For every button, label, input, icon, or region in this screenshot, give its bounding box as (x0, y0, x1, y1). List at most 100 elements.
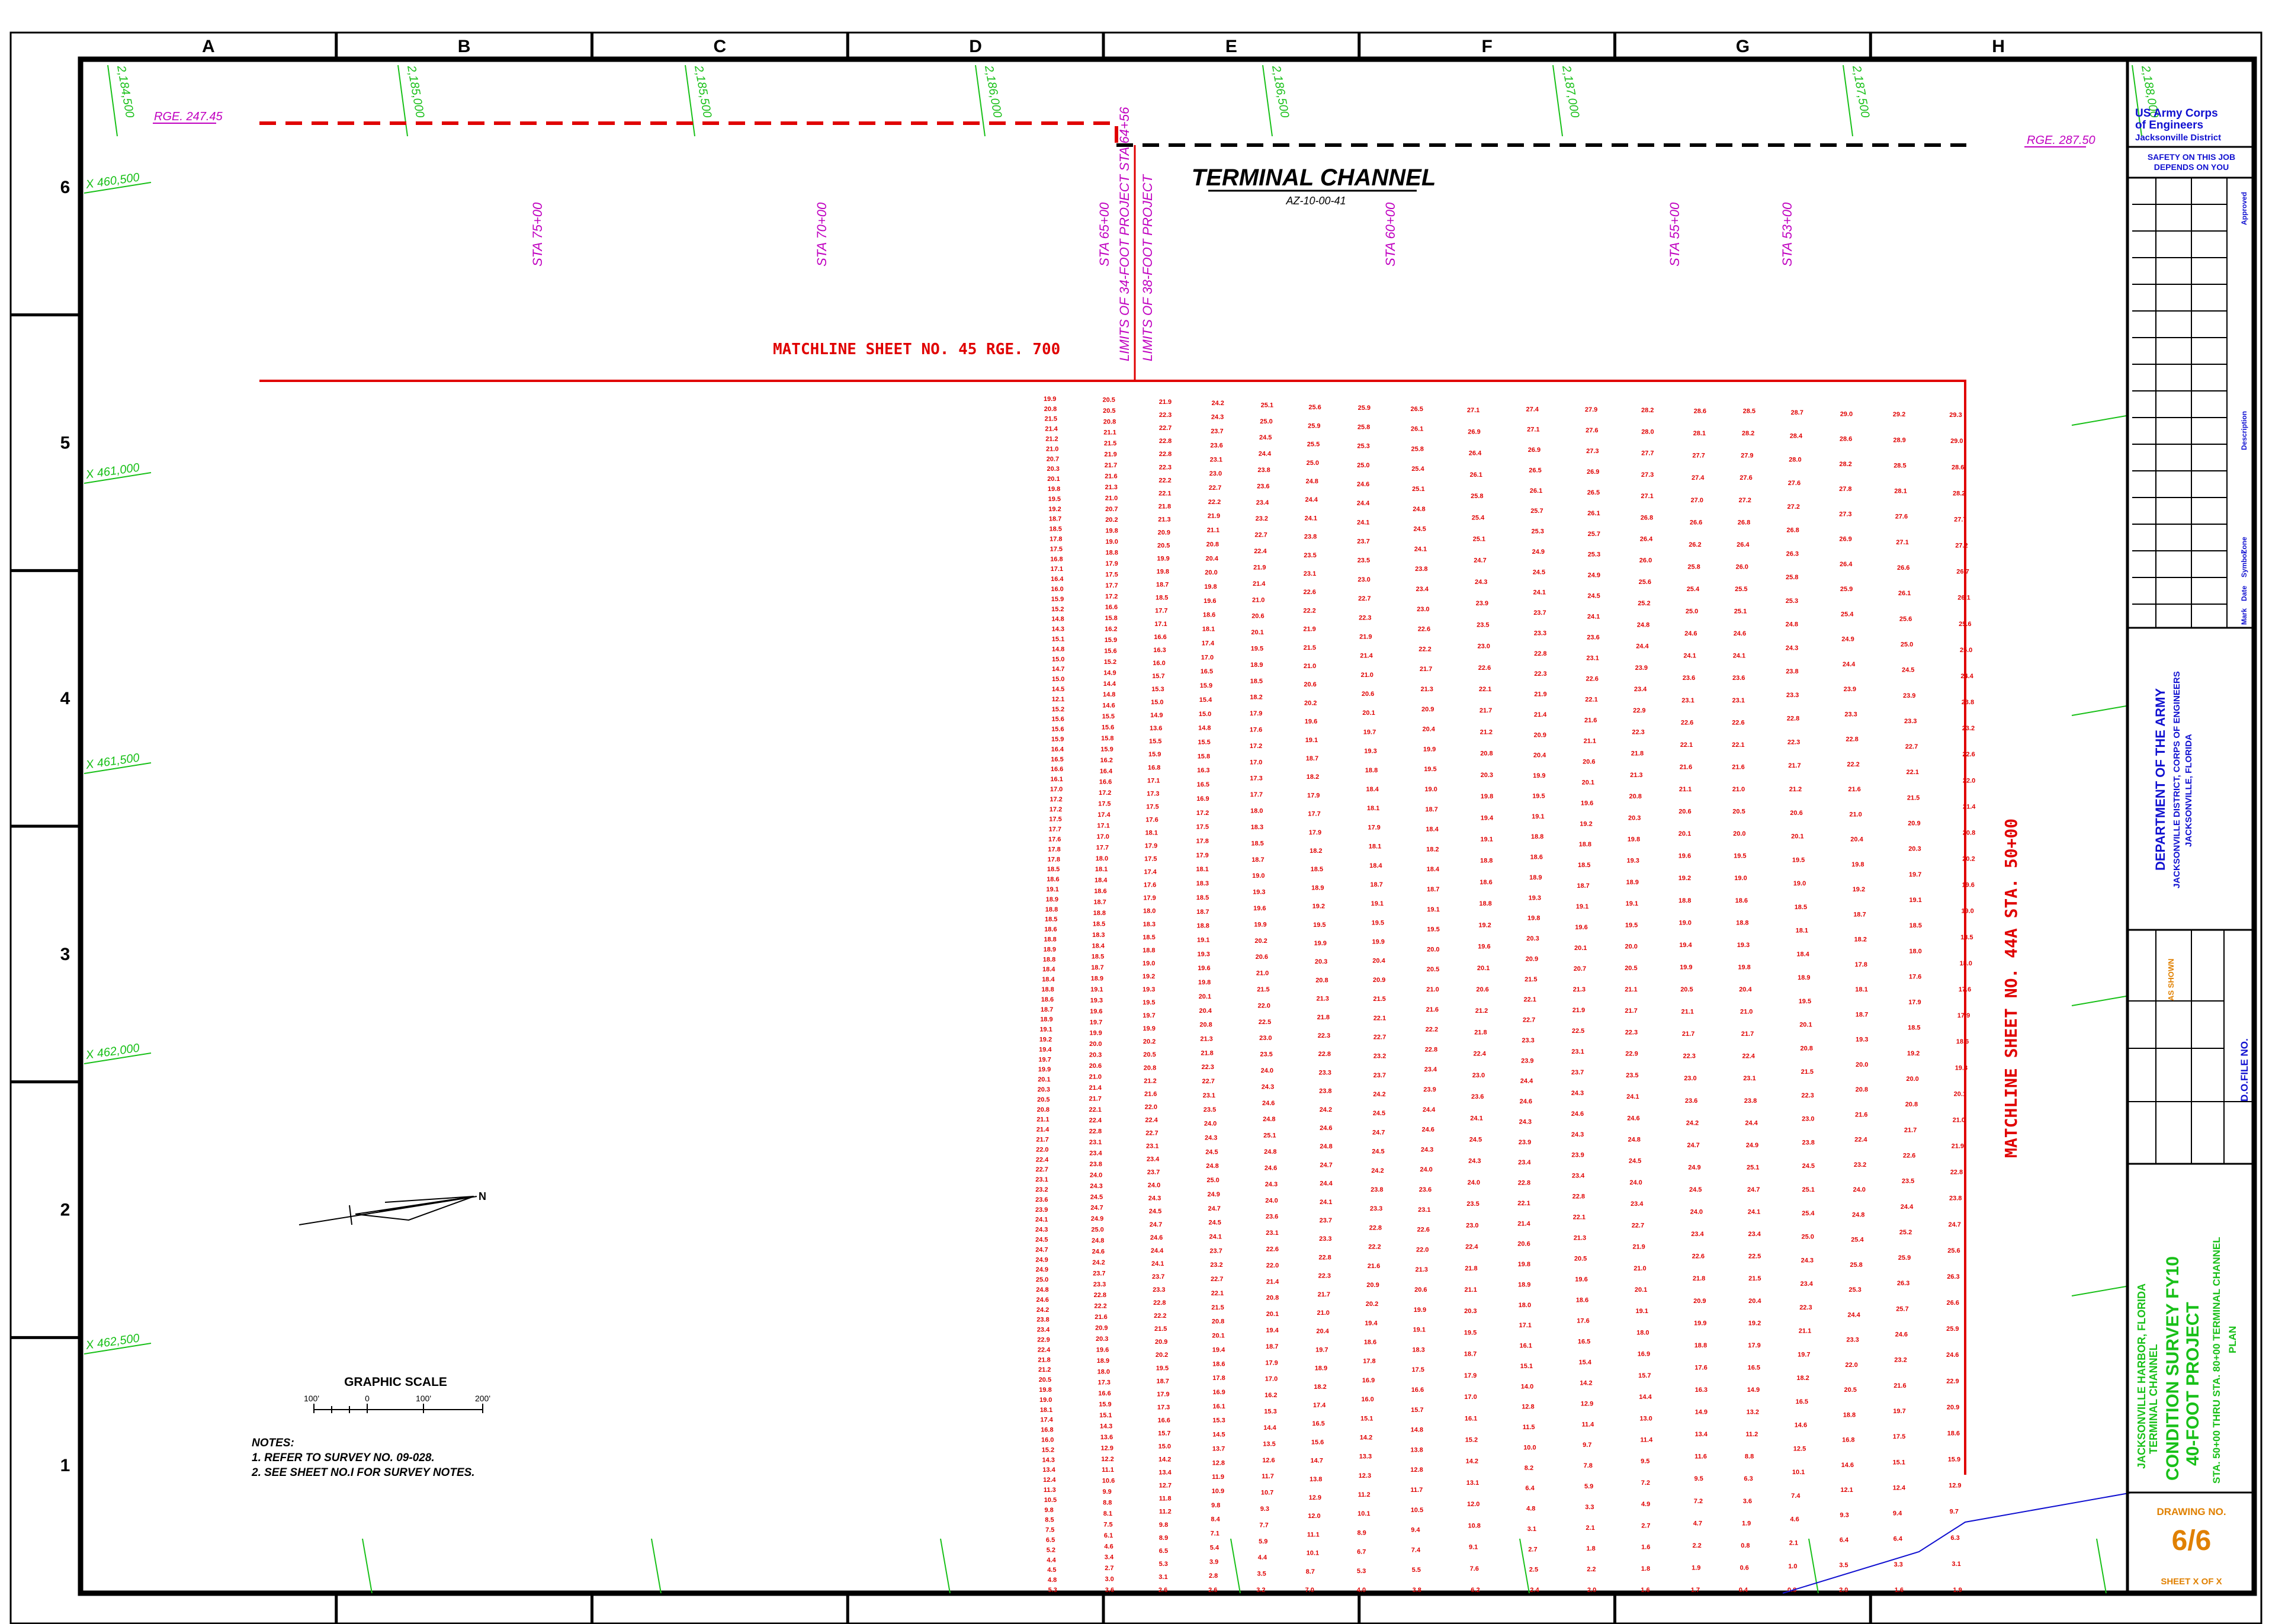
sounding-value: 15.5 (1102, 713, 1115, 720)
sounding-value: 24.0 (1265, 1197, 1278, 1204)
sounding-value: 1.9 (1953, 1587, 1962, 1594)
sounding-value: 20.6 (1256, 954, 1268, 961)
sounding-value: 21.5 (1154, 1325, 1167, 1333)
sounding-value: 18.4 (1042, 966, 1055, 973)
sounding-value: 25.9 (1946, 1325, 1959, 1333)
sounding-value: 18.1 (1369, 843, 1381, 850)
sounding-value: 18.7 (1577, 882, 1589, 890)
sounding-value: 20.3 (1464, 1308, 1477, 1315)
sounding-value: 19.8 (1198, 979, 1211, 986)
sounding-value: 25.7 (1896, 1305, 1908, 1312)
sounding-value: 18.4 (1095, 877, 1108, 884)
sounding-value: 23.1 (1304, 570, 1316, 577)
sounding-value: 17.2 (1250, 743, 1262, 750)
sounding-value: 10.9 (1212, 1488, 1224, 1495)
sounding-value: 19.7 (1798, 1351, 1810, 1358)
sounding-value: 22.3 (1683, 1053, 1696, 1060)
sounding-value: 20.2 (1254, 938, 1267, 945)
sounding-value: 6.1 (1104, 1532, 1113, 1539)
sounding-value: 23.0 (1802, 1116, 1814, 1123)
sounding-value: 15.5 (1198, 739, 1210, 746)
project-line-2: TERMINAL CHANNEL (2148, 1344, 2159, 1454)
grid-column-label: D (969, 37, 982, 56)
sounding-value: 21.1 (1207, 527, 1219, 534)
sounding-value: 21.4 (1036, 1126, 1050, 1134)
station-label: STA 65+00 (1097, 202, 1112, 267)
sounding-value: 20.0 (1625, 943, 1638, 951)
sounding-value: 17.5 (1049, 816, 1061, 823)
sounding-value: 20.2 (1105, 516, 1118, 524)
sounding-value: 8.2 (1525, 1465, 1533, 1472)
green-reference-lines (362, 415, 2127, 1594)
sounding-value: 24.7 (1949, 1221, 1961, 1228)
sounding-value: 26.4 (1640, 536, 1653, 543)
sounding-value: 21.0 (1252, 596, 1265, 604)
station-labels: STA 75+00 STA 70+00 STA 65+00 STA 60+00 STA … (530, 202, 1795, 267)
sounding-value: 18.1 (1367, 805, 1379, 812)
sounding-value: 22.8 (1787, 715, 1799, 723)
sounding-value: 24.4 (1847, 1311, 1860, 1318)
sounding-value: 19.9 (1680, 964, 1692, 971)
sounding-value: 0.6 (1740, 1564, 1749, 1571)
sounding-value: 20.2 (1156, 1352, 1168, 1359)
sounding-value: 28.2 (1953, 490, 1965, 497)
sounding-value: 18.6 (1735, 897, 1748, 904)
sounding-value: 25.1 (1473, 536, 1485, 543)
sounding-value: 13.6 (1100, 1434, 1113, 1441)
sounding-value: 18.2 (1796, 1375, 1809, 1382)
sounding-value: 16.4 (1051, 576, 1064, 583)
sounding-value: 27.2 (1739, 497, 1751, 504)
sounding-value: 24.5 (1469, 1137, 1482, 1144)
sounding-value: 24.6 (1520, 1098, 1532, 1105)
sounding-value: 22.8 (1369, 1224, 1382, 1231)
note-1: 1. REFER TO SURVEY NO. 09-028. (252, 1452, 435, 1464)
sounding-value: 19.5 (1625, 922, 1638, 929)
sounding-value: 10.6 (1102, 1478, 1115, 1485)
sounding-value: 12.8 (1410, 1466, 1423, 1474)
sounding-value: 19.5 (1734, 853, 1746, 860)
sounding-value: 24.0 (1204, 1121, 1217, 1128)
sounding-value: 15.1 (1360, 1415, 1373, 1422)
sounding-value: 24.6 (1571, 1111, 1584, 1118)
sounding-value: 3.5 (1839, 1562, 1848, 1569)
sounding-value: 23.4 (1147, 1156, 1160, 1163)
sounding-value: 20.8 (1480, 750, 1493, 758)
sounding-value: 22.3 (1202, 1064, 1214, 1071)
sounding-value: 21.0 (1361, 672, 1373, 679)
sounding-value: 18.2 (1854, 936, 1867, 943)
sounding-value: 17.1 (1154, 621, 1167, 628)
sounding-value: 10.0 (1523, 1444, 1536, 1451)
sounding-value: 23.2 (1962, 725, 1975, 732)
sounding-value: 17.6 (1959, 986, 1971, 993)
sounding-value: 22.3 (1799, 1304, 1812, 1311)
grid-column-label: H (1992, 37, 2005, 56)
sounding-value: 19.3 (1090, 997, 1103, 1004)
sounding-value: 23.1 (1266, 1230, 1278, 1237)
sounding-value: 4.5 (1047, 1567, 1056, 1574)
sounding-value: 25.0 (1307, 460, 1319, 467)
sounding-value: 19.8 (1738, 964, 1750, 971)
sounding-value: 22.2 (1426, 1026, 1438, 1034)
sounding-value: 25.9 (1840, 586, 1853, 593)
sounding-value: 18.8 (1736, 919, 1748, 926)
sounding-value: 22.1 (1089, 1106, 1102, 1113)
sounding-value: 5.9 (1259, 1538, 1267, 1545)
column-labels: A B C D E F G H (202, 37, 2005, 56)
sounding-value: 19.5 (1427, 926, 1439, 933)
sounding-value: 13.5 (1263, 1440, 1275, 1448)
sounding-value: 11.2 (1745, 1431, 1758, 1438)
range-label-left: RGE. 247.45 (154, 110, 223, 123)
sounding-value: 7.6 (1470, 1565, 1479, 1572)
sounding-value: 22.1 (1585, 697, 1597, 704)
sounding-value: 23.8 (1371, 1186, 1383, 1193)
sounding-value: 21.9 (1952, 1143, 1964, 1150)
sounding-value: 18.7 (1041, 1006, 1053, 1013)
sounding-value: 28.5 (1743, 408, 1756, 415)
sounding-value: 25.5 (1735, 586, 1747, 593)
grid-row-label: 1 (60, 1456, 70, 1475)
sounding-value: 20.1 (1038, 1076, 1050, 1083)
sounding-value: 24.1 (1533, 589, 1546, 596)
sounding-value: 23.3 (1153, 1286, 1165, 1294)
sounding-value: 26.0 (1736, 563, 1748, 570)
sounding-value: 23.6 (1685, 1097, 1697, 1105)
